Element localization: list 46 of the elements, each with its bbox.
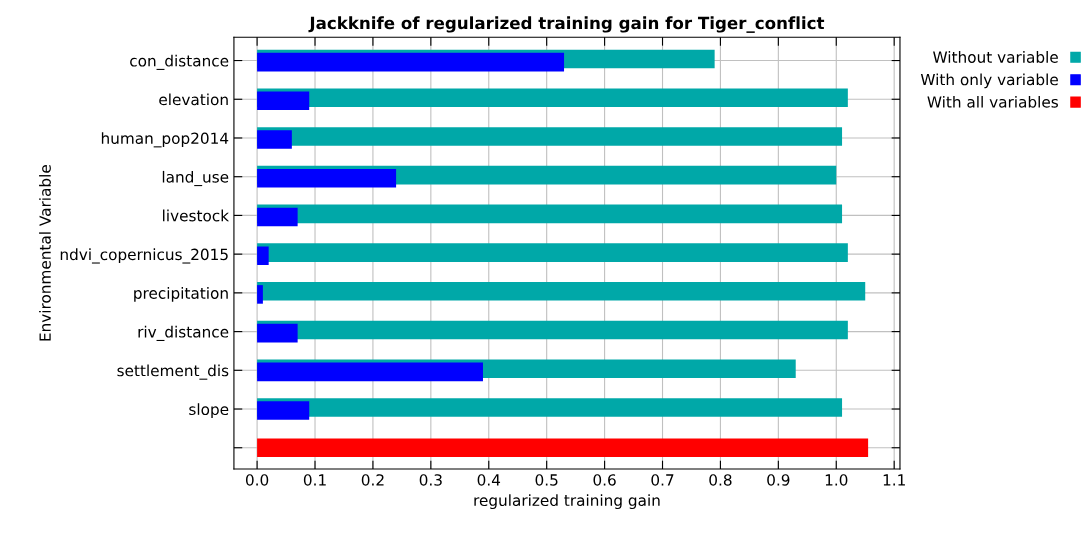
y-tick-label: slope: [189, 403, 229, 419]
bar: [257, 362, 483, 382]
bar: [257, 320, 848, 340]
bar: [257, 246, 269, 265]
y-tick-label: precipitation: [134, 287, 228, 302]
bar: [257, 91, 310, 111]
x-tick-label: 0.2: [361, 474, 384, 486]
bar: [257, 130, 292, 149]
bar: [257, 438, 869, 458]
bar: [257, 282, 866, 301]
x-tick-label: 0.8: [709, 474, 732, 486]
y-tick-label: human_pop2014: [101, 132, 229, 148]
bar: [257, 398, 843, 417]
x-tick-label: 1.1: [883, 474, 905, 486]
y-tick-label: riv_distance: [138, 325, 229, 341]
legend-label: Without variable: [933, 51, 1058, 63]
legend-label: With all variables: [927, 95, 1058, 108]
y-tick-label: elevation: [159, 93, 228, 106]
x-tick-label: 0.0: [245, 474, 269, 486]
y-axis-title: Environmental Variable: [39, 165, 51, 341]
legend-label: With only variable: [920, 73, 1058, 89]
x-tick-label: 0.3: [419, 474, 442, 486]
x-tick-label: 0.5: [535, 474, 558, 486]
bar: [257, 204, 843, 224]
y-tick-label: land_use: [162, 170, 229, 187]
x-tick-label: 0.1: [303, 474, 326, 486]
x-tick-label: 0.6: [593, 474, 616, 486]
bar: [257, 243, 848, 262]
x-tick-label: 0.7: [651, 474, 674, 486]
y-tick-label: settlement_dis: [117, 364, 229, 380]
bar: [257, 88, 848, 108]
chart-title: Jackknife of regularized training gain for Tiger_conflict: [308, 16, 825, 33]
x-axis-title: regularized training gain: [474, 494, 660, 510]
bar: [257, 52, 565, 72]
x-tick-label: 0.9: [767, 474, 790, 486]
x-tick-label: 1.0: [825, 474, 848, 486]
y-tick-label: con_distance: [130, 54, 229, 70]
bar: [257, 207, 298, 227]
y-tick-label: livestock: [163, 209, 230, 222]
bar: [257, 285, 263, 304]
x-tick-label: 0.4: [477, 474, 501, 486]
bar: [257, 323, 298, 343]
bar: [257, 401, 310, 420]
bar: [257, 168, 397, 188]
bar: [257, 127, 843, 146]
y-tick-label: ndvi_copernicus_2015: [60, 248, 228, 264]
